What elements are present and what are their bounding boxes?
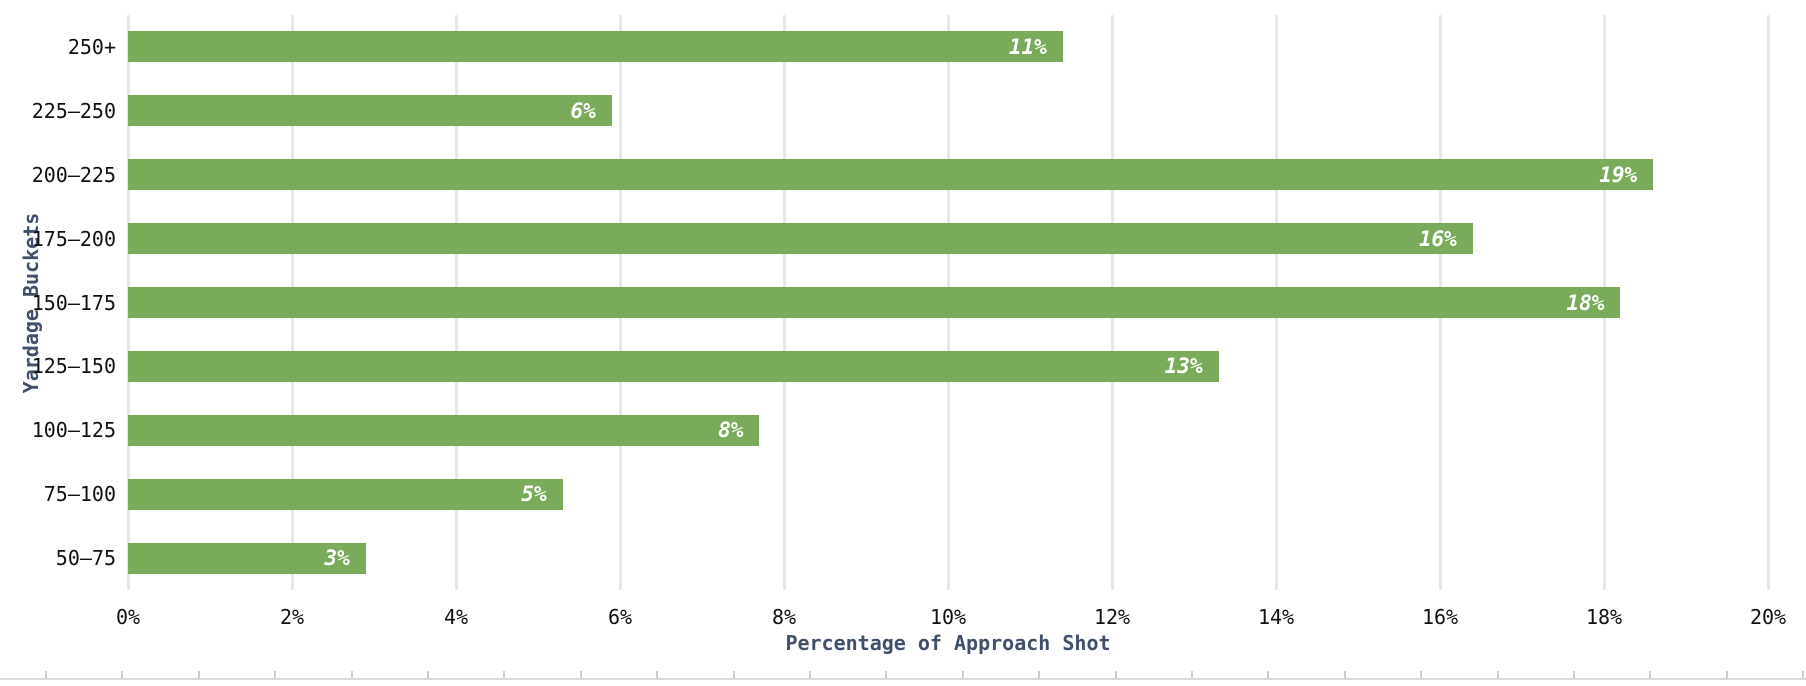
y-tick-label: 75–100 [43, 482, 116, 507]
bottom-panel-tick [121, 671, 124, 678]
bottom-panel-tick [1496, 671, 1499, 678]
bar-value-label: 6% [570, 98, 596, 123]
bar-value-label: 18% [1566, 290, 1605, 315]
bottom-panel-tick [274, 671, 277, 678]
x-tick-label: 14% [1257, 605, 1295, 629]
bar-value-label: 11% [1008, 34, 1047, 59]
bar-value-label: 13% [1164, 354, 1203, 379]
bottom-panel-tick [350, 671, 353, 678]
bottom-panel-tick [1649, 671, 1652, 678]
x-tick-label: 20% [1749, 605, 1787, 629]
y-tick-label: 125–150 [31, 354, 116, 379]
bottom-panel-tick [885, 671, 888, 678]
bottom-panel-tick [732, 671, 735, 678]
bottom-panel-tick [579, 671, 582, 678]
x-tick-label: 2% [279, 605, 305, 629]
bar-225–250: 6% [128, 95, 612, 127]
bottom-panel-tick [1725, 671, 1728, 678]
bottom-panel-tick [197, 671, 200, 678]
x-tick-label: 0% [115, 605, 141, 629]
bottom-panel-tick [1573, 671, 1575, 678]
bottom-panel-tick [503, 671, 506, 678]
bar-value-label: 19% [1599, 162, 1638, 187]
y-tick-label: 150–175 [31, 290, 116, 315]
bar-150–175: 18% [128, 287, 1621, 318]
bar-50–75: 3% [128, 542, 366, 574]
bar-200–225: 19% [128, 159, 1654, 191]
x-tick-label: 12% [1093, 605, 1131, 629]
x-tick-label: 4% [443, 605, 469, 629]
y-tick-label: 200–225 [31, 162, 116, 187]
bottom-panel-tick [961, 671, 964, 678]
y-tick-label: 225–250 [31, 98, 116, 123]
gridline [1766, 15, 1770, 590]
bottom-panel-tick [1038, 671, 1041, 678]
x-axis-title: Percentage of Approach Shot [785, 631, 1111, 655]
bottom-panel-tick [1420, 671, 1423, 678]
bottom-panel-tick [809, 671, 811, 678]
bar-value-label: 5% [521, 482, 547, 507]
x-tick-label: 10% [929, 605, 967, 629]
bar-125–150: 13% [128, 350, 1219, 382]
y-tick-label: 100–125 [31, 418, 116, 443]
x-tick-label: 16% [1421, 605, 1459, 629]
bottom-panel-tick [1802, 671, 1805, 678]
bar-75–100: 5% [128, 478, 563, 510]
bar-value-label: 8% [718, 418, 744, 443]
bar-175–200: 16% [128, 223, 1473, 255]
bottom-panel-tick [1191, 671, 1193, 678]
bottom-panel-tick [1267, 671, 1270, 678]
plot-area: 11% 6% 19% 16% 18% 13% 8% 5% 3% [126, 15, 1770, 590]
y-tick-label: 175–200 [31, 226, 116, 251]
bar-value-label: 3% [324, 546, 350, 571]
bottom-panel-tick [1114, 671, 1117, 678]
bottom-panel-tick [45, 671, 47, 678]
bar-250+: 11% [128, 31, 1063, 63]
bottom-panel-tick [427, 671, 429, 678]
bar-100–125: 8% [128, 414, 760, 446]
y-tick-label: 250+ [67, 34, 116, 59]
x-tick-label: 18% [1585, 605, 1623, 629]
y-tick-label: 50–75 [55, 546, 116, 571]
bar-value-label: 16% [1418, 226, 1457, 251]
bottom-panel-divider [0, 678, 1806, 680]
x-tick-label: 8% [771, 605, 797, 629]
bottom-panel-tick [1343, 671, 1346, 678]
x-tick-label: 6% [607, 605, 633, 629]
bottom-panel-tick [656, 671, 659, 678]
